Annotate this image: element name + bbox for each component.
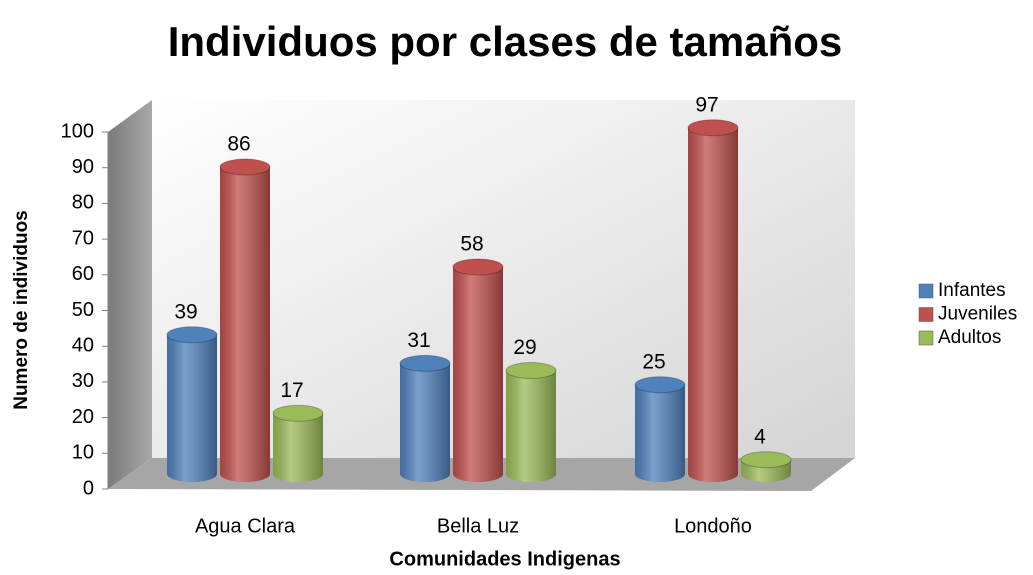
legend-swatch <box>918 330 934 346</box>
y-tick-label: 0 <box>83 477 94 499</box>
legend-label: Juveniles <box>938 304 1017 325</box>
back-wall <box>152 100 855 458</box>
y-tick-label: 40 <box>72 334 94 356</box>
x-axis-title: Comunidades Indigenas <box>389 548 620 570</box>
bar-cap <box>740 451 792 469</box>
bar-cap <box>634 376 686 394</box>
y-tick-label: 20 <box>72 406 94 428</box>
bar-cap <box>687 119 739 137</box>
chart-title: Individuos por clases de tamaños <box>168 18 843 65</box>
legend-swatch <box>918 307 934 322</box>
y-tick-label: 100 <box>61 120 94 142</box>
y-tick-label: 80 <box>72 192 94 214</box>
side-wall <box>108 100 152 489</box>
value-label: 31 <box>407 329 430 352</box>
bar-shade <box>453 266 503 482</box>
bar-cap <box>399 354 451 372</box>
value-label: 17 <box>280 379 303 402</box>
bar-shade <box>506 370 556 482</box>
bar-shade <box>273 413 323 482</box>
value-label: 25 <box>642 350 665 373</box>
bar-shade <box>400 363 450 482</box>
bar-shade <box>220 166 270 483</box>
legend-label: Infantes <box>938 280 1006 301</box>
bar-shade <box>688 127 738 483</box>
value-label: 97 <box>695 93 718 116</box>
value-label: 86 <box>227 133 250 156</box>
y-axis-title: Numero de individuos <box>11 210 32 410</box>
bar-cap <box>219 158 271 176</box>
legend-label: Adultos <box>938 327 1001 348</box>
bar-cap <box>272 404 324 422</box>
legend-swatch <box>918 283 934 299</box>
value-label: 39 <box>174 300 197 323</box>
y-tick-label: 70 <box>72 227 94 249</box>
value-label: 58 <box>460 232 483 255</box>
y-tick-label: 30 <box>72 370 94 392</box>
y-tick-label: 60 <box>72 263 94 285</box>
bar-cap <box>166 326 218 344</box>
bar-shade <box>167 334 217 482</box>
value-label: 4 <box>754 425 766 448</box>
bar-cap <box>505 361 557 379</box>
x-tick-label: Bella Luz <box>437 515 519 537</box>
x-tick-label: Agua Clara <box>195 515 296 537</box>
y-tick-label: 10 <box>72 442 94 464</box>
value-label: 29 <box>513 336 536 359</box>
y-tick-label: 50 <box>72 299 94 321</box>
y-tick-label: 90 <box>72 156 94 178</box>
x-tick-label: Londoño <box>674 515 752 537</box>
bar-shade <box>635 384 685 482</box>
bar-cap <box>452 258 504 276</box>
